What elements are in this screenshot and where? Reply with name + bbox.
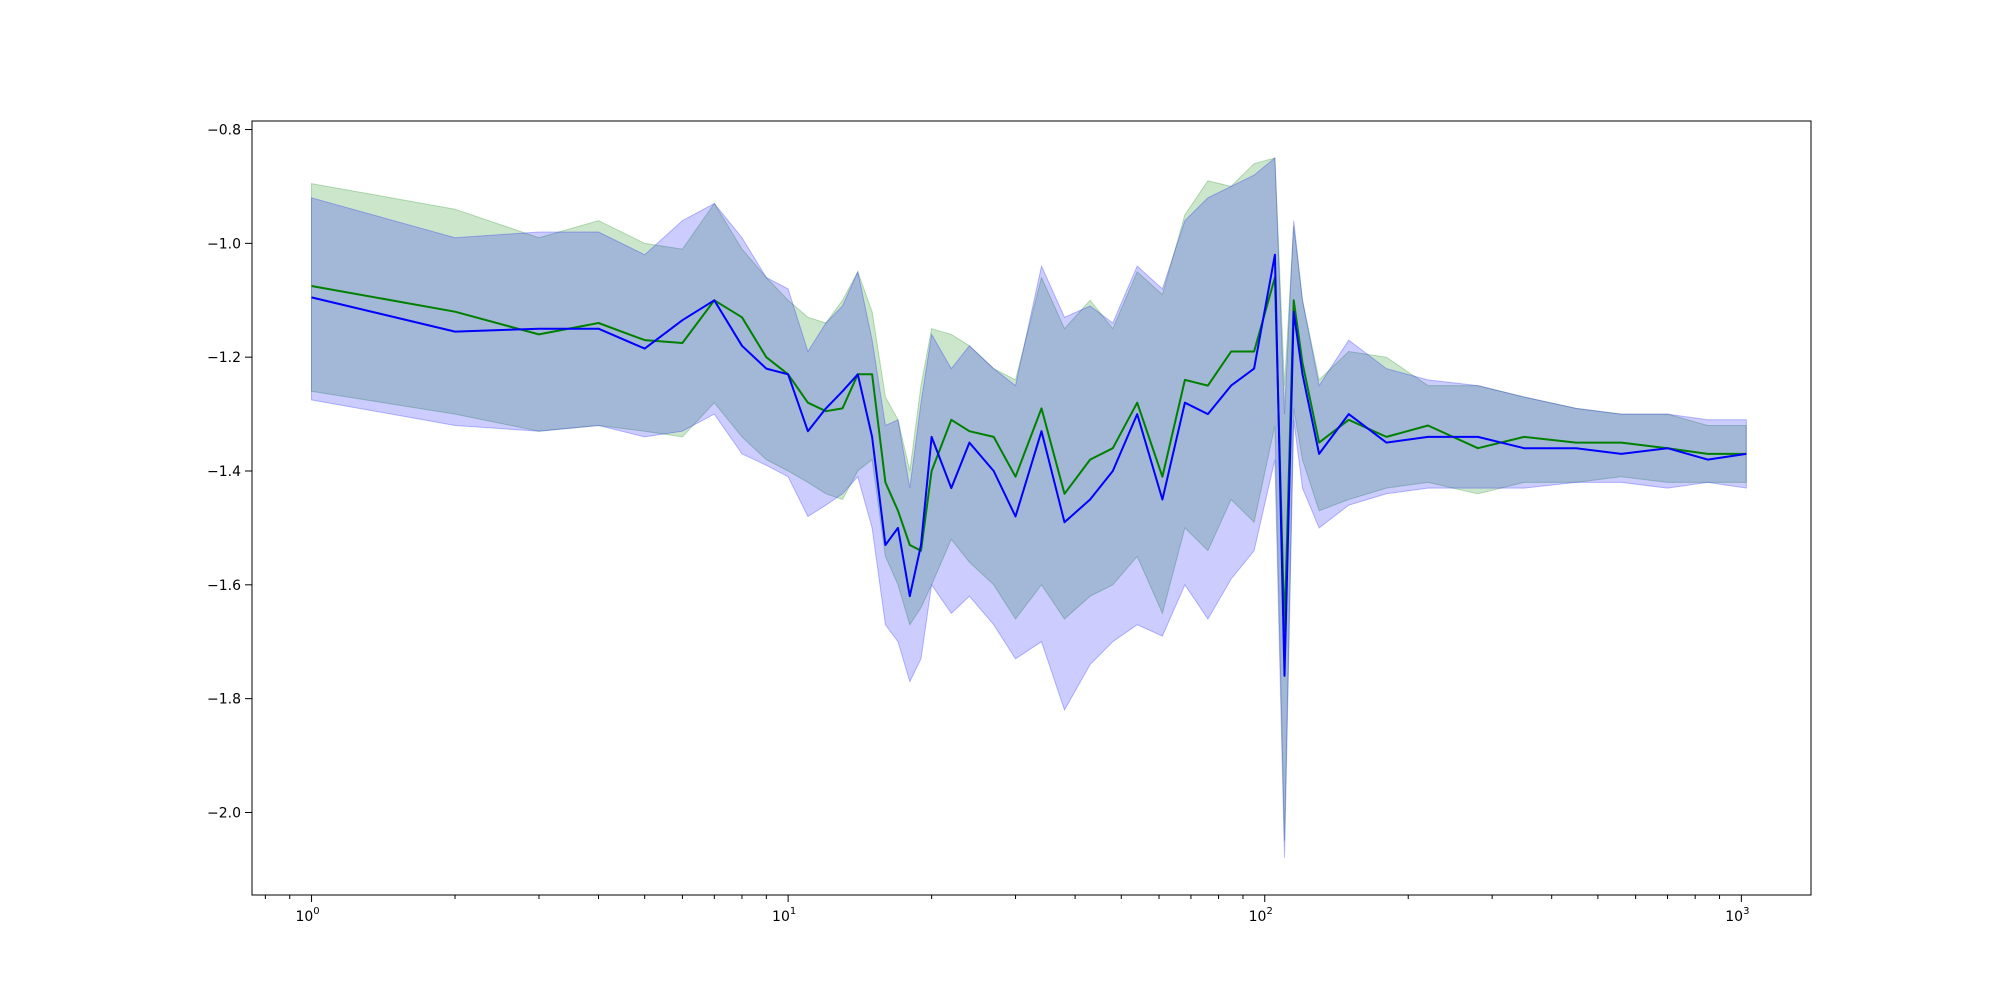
confidence-bands: [311, 156, 1747, 859]
x-tick-label: 101: [772, 906, 796, 925]
x-tick-label: 103: [1725, 906, 1749, 925]
series-1-band: [311, 156, 1747, 859]
y-tick-label: −1.6: [207, 578, 241, 594]
y-tick-label: −2.0: [207, 805, 241, 821]
y-tick-label: −1.0: [207, 236, 241, 252]
x-axis: 100 101 102 103: [264, 895, 1749, 925]
series-0-line: [311, 276, 1747, 632]
y-axis: −0.8 −1.0 −1.2 −1.4 −1.6 −1.8 −2.0: [207, 123, 252, 821]
x-tick-label: 100: [295, 906, 319, 925]
series-lines: [311, 253, 1747, 677]
y-tick-label: −1.2: [207, 350, 241, 366]
y-tick-label: −0.8: [207, 123, 241, 139]
y-tick-label: −1.4: [207, 464, 241, 480]
x-tick-label: 102: [1249, 906, 1273, 925]
y-tick-label: −1.8: [207, 692, 241, 708]
series-1-line: [311, 253, 1747, 677]
axes-frame: [251, 120, 1812, 896]
